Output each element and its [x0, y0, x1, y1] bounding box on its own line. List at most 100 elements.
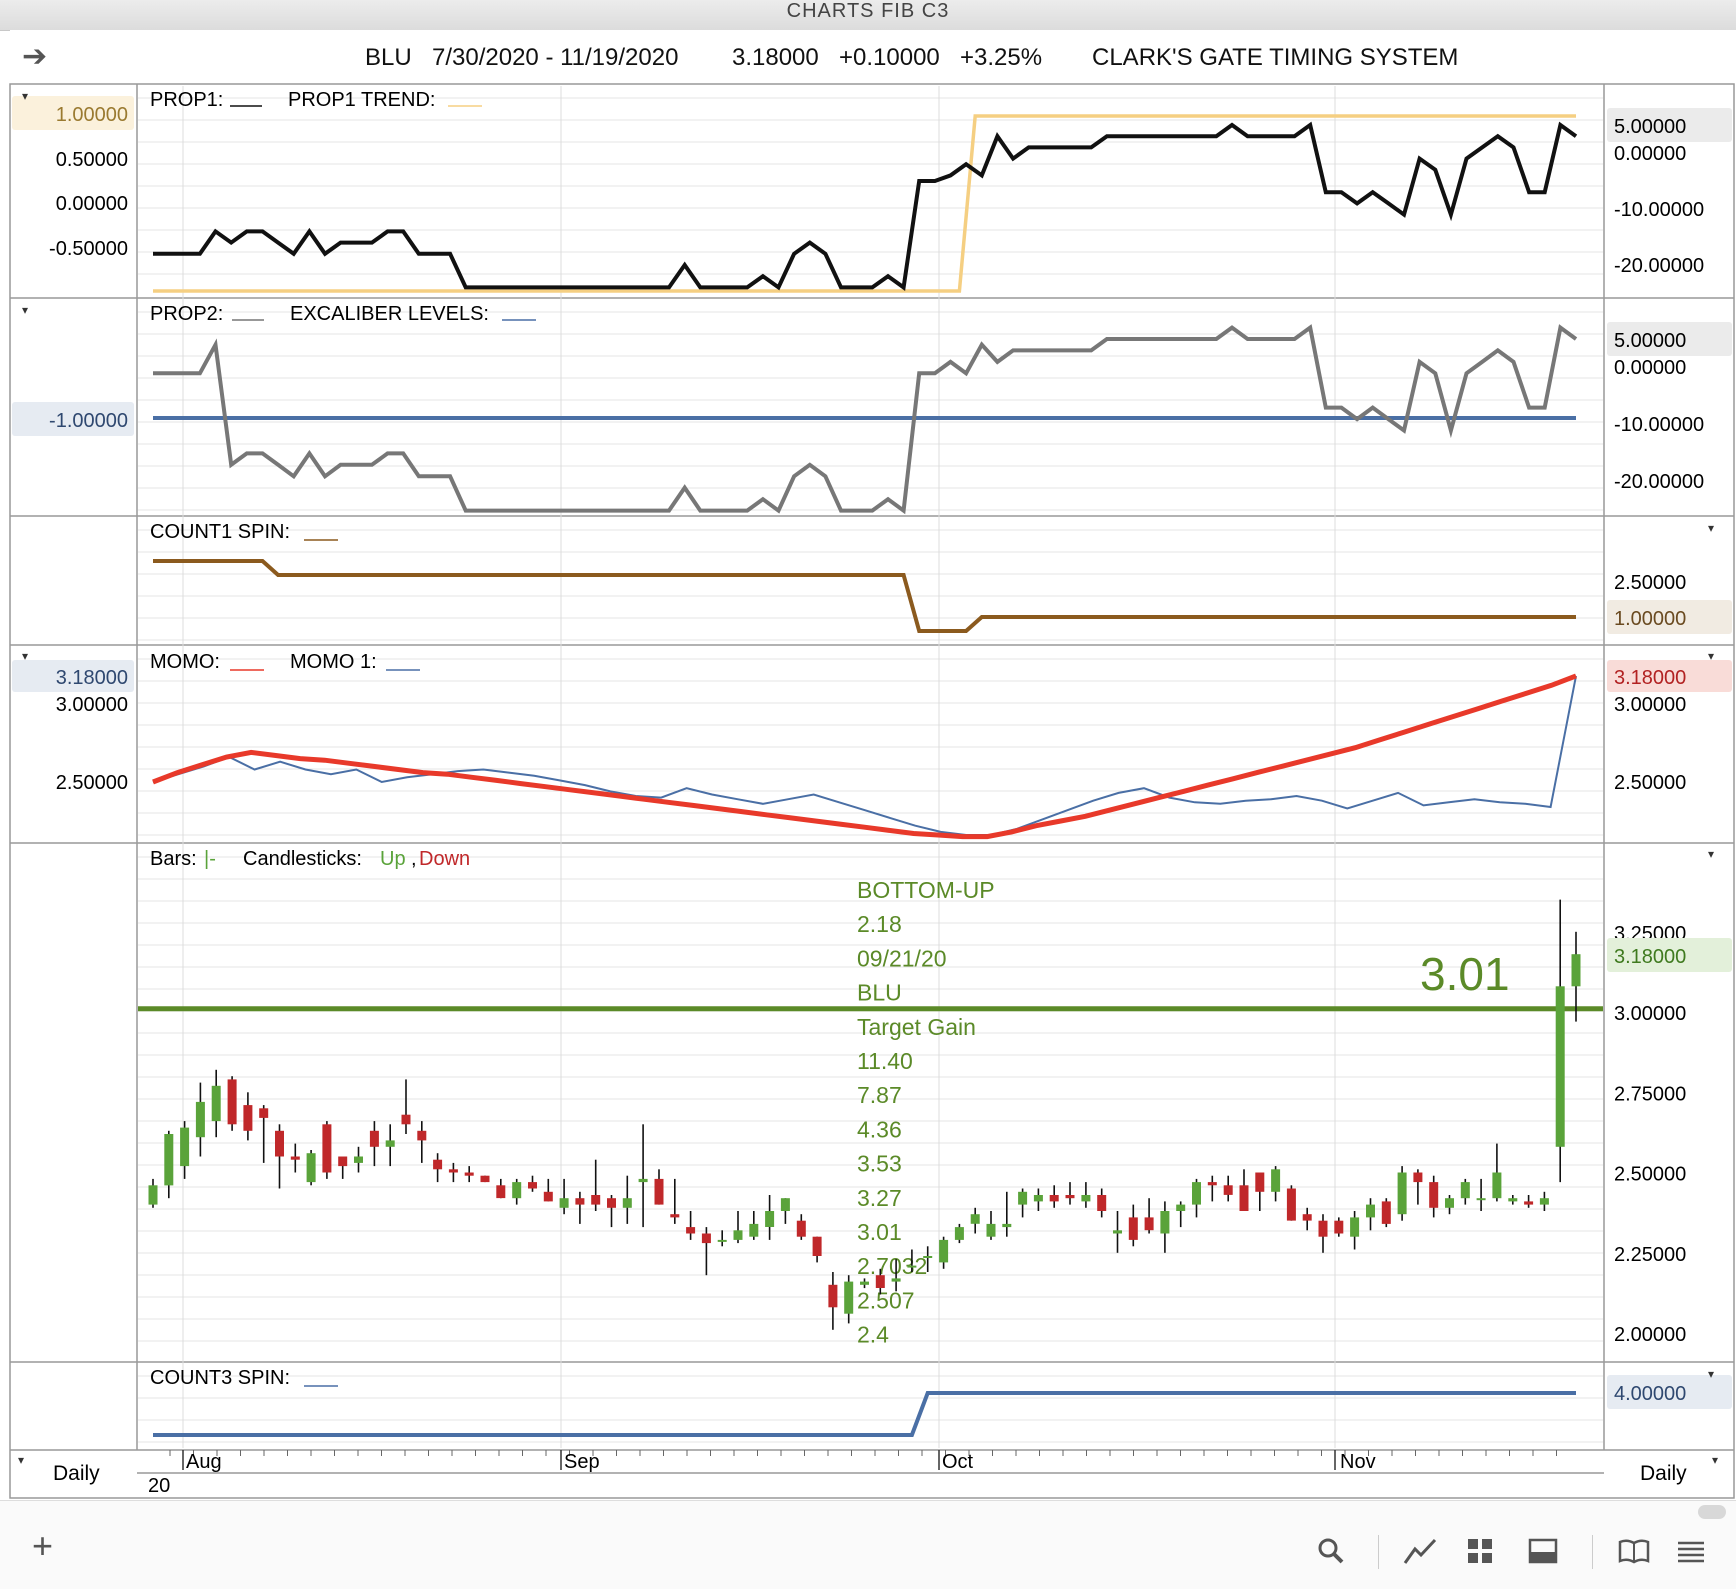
price-axis-ticks: 3.250003.000002.750002.500002.250002.000…: [1614, 923, 1686, 1346]
prop1-left-badge-text: 1.00000: [56, 104, 128, 126]
menu-icon[interactable]: [1676, 1537, 1706, 1571]
candle-body: [1223, 1185, 1233, 1195]
line-chart-icon[interactable]: [1403, 1537, 1437, 1571]
chevron-down-icon[interactable]: ▾: [1708, 521, 1714, 535]
momo-right-badge: [1607, 660, 1732, 692]
search-icon[interactable]: [1317, 1537, 1345, 1571]
annotation-line: BOTTOM-UP: [857, 877, 995, 903]
candle-body: [1381, 1201, 1391, 1224]
scrollbar-thumb[interactable]: [1698, 1505, 1726, 1519]
chevron-down-icon[interactable]: ▾: [1708, 649, 1714, 663]
momo1-label: MOMO 1:: [290, 651, 377, 673]
prop2-line: [153, 324, 1578, 515]
plus-icon[interactable]: +: [32, 1525, 54, 1566]
annotation-line: 09/21/20: [857, 945, 947, 971]
candles-up-label: Up: [380, 848, 406, 870]
candle-body: [923, 1256, 933, 1258]
pane-price: Bars: |- Candlesticks: Up , Down 3.25000…: [138, 847, 1732, 1348]
candle-body: [211, 1085, 221, 1122]
candle-body: [670, 1214, 680, 1218]
target-level-label: 3.01: [1420, 948, 1510, 1000]
chevron-down-icon[interactable]: ▾: [22, 89, 28, 103]
chevron-down-icon[interactable]: ▾: [1708, 847, 1714, 861]
candle-body: [1445, 1198, 1454, 1208]
chevron-down-icon[interactable]: ▾: [22, 303, 28, 317]
candle-body: [401, 1114, 411, 1125]
pane-count3: COUNT3 SPIN: 4.00000 ▾: [150, 1367, 1732, 1437]
candle-body: [164, 1134, 174, 1186]
candle-body: [749, 1223, 759, 1237]
candles-comma: ,: [411, 848, 417, 870]
layout-icon[interactable]: [1528, 1537, 1558, 1571]
prop1-left-tick: 0.50000: [56, 149, 128, 171]
annotation-line: 3.01: [857, 1219, 902, 1245]
candle-body: [1207, 1182, 1217, 1186]
candle-body: [369, 1130, 379, 1147]
candle-body: [338, 1156, 348, 1167]
candle-body: [259, 1108, 269, 1118]
candle-body: [939, 1239, 949, 1263]
candle-body: [512, 1182, 522, 1199]
period-selector-left[interactable]: Daily: [53, 1462, 100, 1485]
period-selector-right[interactable]: Daily: [1640, 1462, 1687, 1485]
symbol-header: ➔ BLU 7/30/2020 - 11/19/2020 3.18000 +0.…: [10, 30, 1736, 84]
fib-annotation: BOTTOM-UP 2.18 09/21/20 BLU Target Gain 11.40…: [857, 877, 995, 1348]
candle-body: [828, 1284, 838, 1308]
candle-body: [686, 1227, 696, 1234]
candle-body: [195, 1101, 205, 1138]
bottom-toolbar: +: [0, 1500, 1736, 1589]
annotation-line: BLU: [857, 980, 902, 1006]
candle-body: [1255, 1172, 1265, 1192]
momo-left-badge-text: 3.18000: [56, 667, 128, 689]
price-axis-tick: 3.00000: [1614, 1003, 1686, 1025]
price-right-badge-text: 3.18000: [1614, 946, 1686, 968]
candle-body: [638, 1178, 648, 1183]
candle-body: [622, 1198, 632, 1208]
candle-body: [1065, 1195, 1075, 1199]
candle-body: [417, 1130, 427, 1141]
chevron-down-icon[interactable]: ▾: [1712, 1453, 1718, 1467]
grid-icon[interactable]: [1466, 1537, 1494, 1571]
candle-body: [1492, 1172, 1502, 1199]
momo-left-badge: [12, 660, 134, 692]
prop2-right-tick: -20.00000: [1614, 471, 1704, 493]
candle-body: [765, 1211, 775, 1227]
bars-label: Bars:: [150, 848, 197, 870]
candle-body: [1413, 1172, 1423, 1183]
annotation-line: 3.27: [857, 1185, 902, 1211]
chevron-down-icon[interactable]: ▾: [22, 649, 28, 663]
book-icon[interactable]: [1618, 1537, 1650, 1571]
prop2-right-badge-text: 5.00000: [1614, 330, 1686, 352]
prop1-right-tick: 0.00000: [1614, 143, 1686, 165]
month-label-nov: Nov: [1340, 1451, 1376, 1473]
chevron-down-icon[interactable]: ▾: [1708, 1367, 1714, 1381]
right-arrow-icon[interactable]: ➔: [22, 40, 48, 73]
price-axis-tick: 2.75000: [1614, 1083, 1686, 1105]
candle-body: [496, 1185, 506, 1199]
prop1-left-badge: [12, 96, 134, 130]
chart-canvas: PROP1: PROP1 TREND: 1.00000 0.50000 0.00…: [9, 83, 1735, 1499]
annotation-line: 2.4: [857, 1322, 889, 1348]
prop1-left-tick: 0.00000: [56, 193, 128, 215]
prop1-left-tick: -0.50000: [49, 238, 128, 260]
prop1-right-tick: -20.00000: [1614, 255, 1704, 277]
candle-body: [1302, 1214, 1312, 1221]
price-change: +0.10000: [839, 44, 940, 71]
count3-line: [153, 1391, 1576, 1437]
chevron-down-icon[interactable]: ▾: [18, 1453, 24, 1467]
candle-body: [970, 1214, 980, 1224]
candle-body: [243, 1105, 253, 1131]
annotation-line: 4.36: [857, 1116, 902, 1142]
prop2-left-badge: [12, 402, 134, 436]
candle-body: [275, 1130, 284, 1157]
price-axis-tick: 2.00000: [1614, 1324, 1686, 1346]
toolbar-divider: [1592, 1535, 1593, 1569]
candle-body: [227, 1079, 237, 1125]
candle-body: [701, 1233, 711, 1244]
candle-body: [1049, 1195, 1059, 1202]
prop2-right-tick: -10.00000: [1614, 414, 1704, 436]
candle-body: [907, 1265, 917, 1268]
pane-prop2: PROP2: EXCALIBER LEVELS: -1.00000 0.0000…: [12, 303, 1732, 515]
candle-body: [290, 1156, 300, 1160]
candle-body: [733, 1230, 743, 1240]
